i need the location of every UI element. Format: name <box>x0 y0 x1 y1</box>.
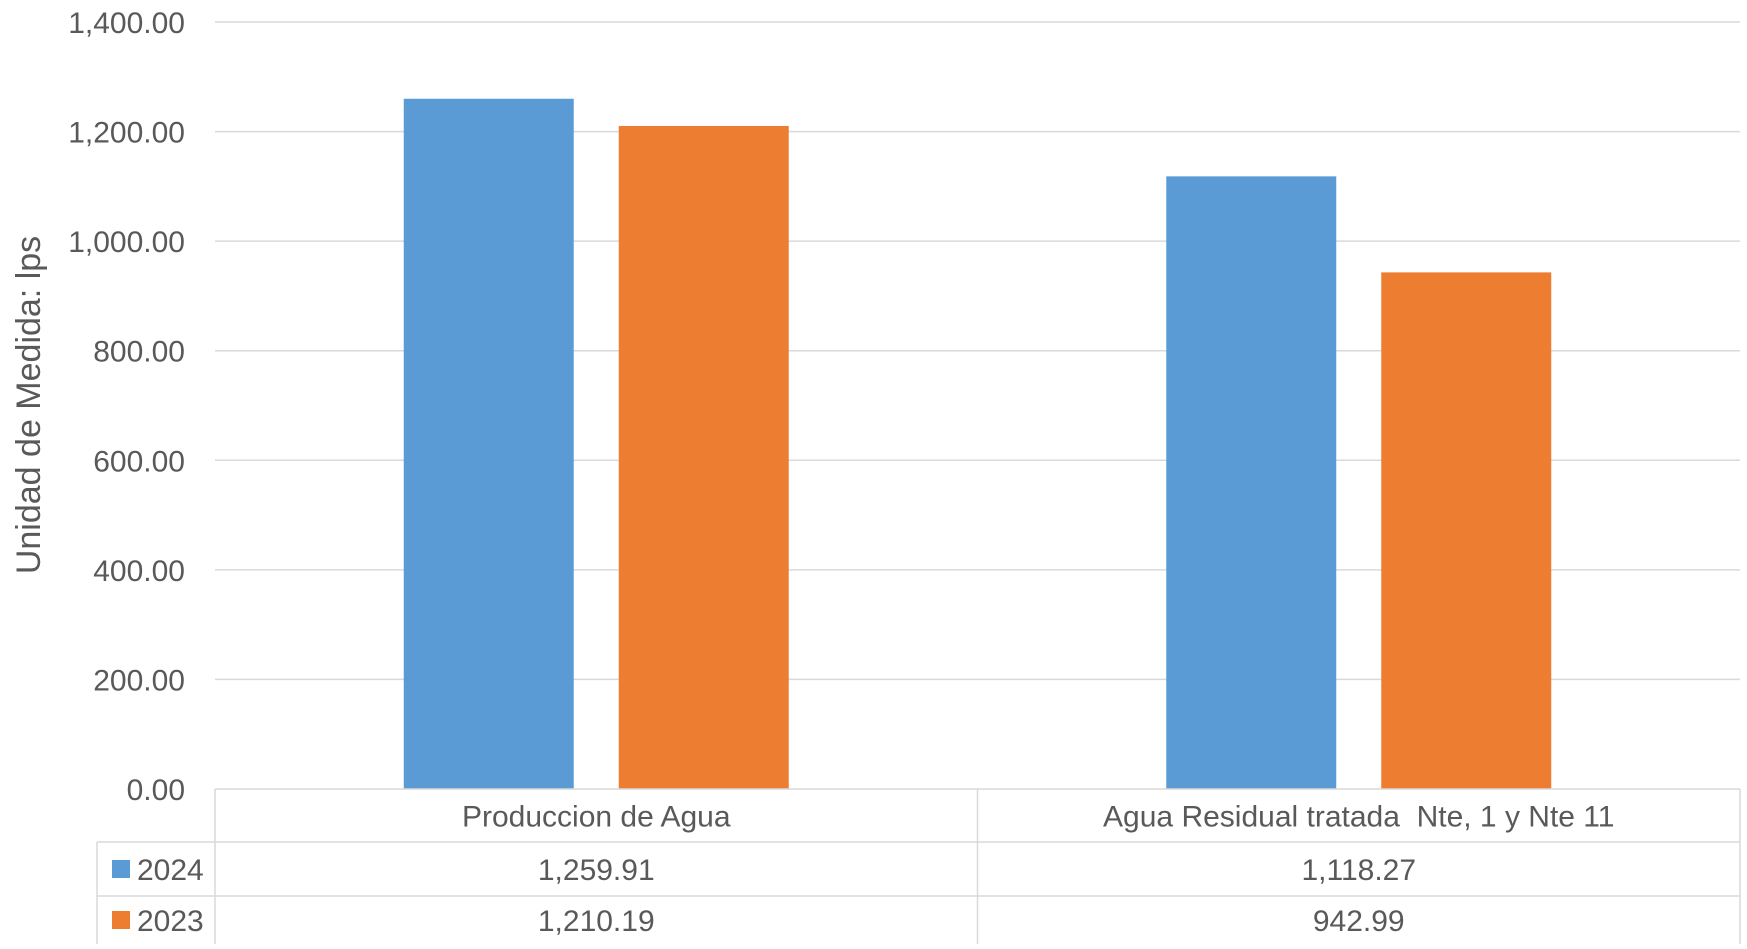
y-tick-label: 400.00 <box>93 555 185 588</box>
bar-2024-cat-1 <box>1166 176 1337 790</box>
bar-2023-cat-1 <box>1381 272 1552 789</box>
bar-2023-cat-0 <box>618 125 789 789</box>
category-label: Produccion de Agua <box>462 801 731 834</box>
y-tick-label: 200.00 <box>93 664 185 697</box>
bars <box>403 98 1552 790</box>
legend-label: 2024 <box>137 854 204 887</box>
category-label: Agua Residual tratada Nte, 1 y Nte 11 <box>1103 801 1614 834</box>
data-table-value: 1,259.91 <box>538 854 655 887</box>
y-tick-label: 1,200.00 <box>68 117 185 150</box>
y-tick-label: 0.00 <box>127 774 185 807</box>
y-axis-label: Unidad de Medida: lps <box>10 236 48 574</box>
data-table-value: 1,118.27 <box>1301 854 1416 887</box>
legend-label: 2023 <box>137 905 204 938</box>
bar-2024-cat-0 <box>403 98 574 789</box>
y-tick-label: 1,000.00 <box>68 226 185 259</box>
data-table-value: 1,210.19 <box>538 905 655 938</box>
y-axis-ticks: 0.00 200.00 400.00 600.00 800.00 1,000.00 1,20… <box>68 7 185 807</box>
y-tick-label: 600.00 <box>93 445 185 478</box>
legend-swatch-2024 <box>112 860 130 878</box>
legend-swatch-2023 <box>112 911 130 929</box>
y-tick-label: 800.00 <box>93 336 185 369</box>
data-table: Produccion de Agua Agua Residual tratada … <box>96 788 1741 944</box>
data-table-value: 942.99 <box>1313 905 1405 938</box>
y-tick-label: 1,400.00 <box>68 7 185 40</box>
